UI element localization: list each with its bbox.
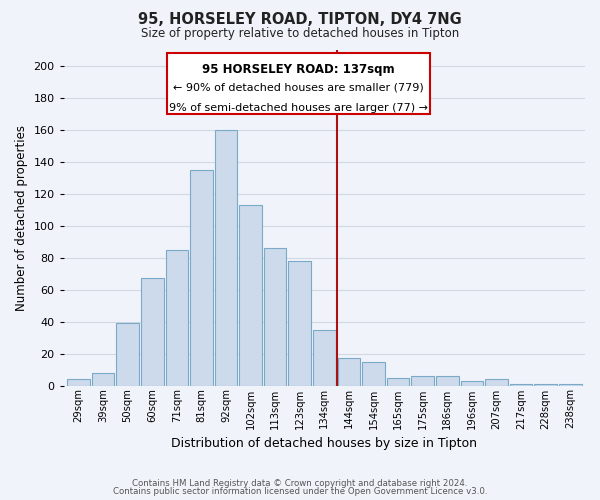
Bar <box>412 376 434 386</box>
Bar <box>510 384 532 386</box>
Text: Contains public sector information licensed under the Open Government Licence v3: Contains public sector information licen… <box>113 487 487 496</box>
Bar <box>461 380 483 386</box>
Bar <box>313 330 335 386</box>
Bar <box>215 130 238 386</box>
Bar <box>141 278 164 386</box>
Bar <box>289 261 311 386</box>
Bar <box>362 362 385 386</box>
Bar <box>190 170 213 386</box>
Text: 95, HORSELEY ROAD, TIPTON, DY4 7NG: 95, HORSELEY ROAD, TIPTON, DY4 7NG <box>138 12 462 28</box>
Bar <box>264 248 286 386</box>
Text: 9% of semi-detached houses are larger (77) →: 9% of semi-detached houses are larger (7… <box>169 102 428 113</box>
X-axis label: Distribution of detached houses by size in Tipton: Distribution of detached houses by size … <box>172 437 478 450</box>
Bar <box>92 372 115 386</box>
Text: Size of property relative to detached houses in Tipton: Size of property relative to detached ho… <box>141 28 459 40</box>
Bar <box>167 53 430 114</box>
Bar <box>338 358 360 386</box>
Bar <box>559 384 581 386</box>
Y-axis label: Number of detached properties: Number of detached properties <box>15 125 28 311</box>
Bar <box>485 379 508 386</box>
Bar <box>387 378 409 386</box>
Text: Contains HM Land Registry data © Crown copyright and database right 2024.: Contains HM Land Registry data © Crown c… <box>132 478 468 488</box>
Bar <box>535 384 557 386</box>
Text: ← 90% of detached houses are smaller (779): ← 90% of detached houses are smaller (77… <box>173 83 424 93</box>
Bar <box>67 379 90 386</box>
Bar <box>116 323 139 386</box>
Bar <box>239 205 262 386</box>
Bar <box>166 250 188 386</box>
Text: 95 HORSELEY ROAD: 137sqm: 95 HORSELEY ROAD: 137sqm <box>202 63 395 76</box>
Bar <box>436 376 458 386</box>
